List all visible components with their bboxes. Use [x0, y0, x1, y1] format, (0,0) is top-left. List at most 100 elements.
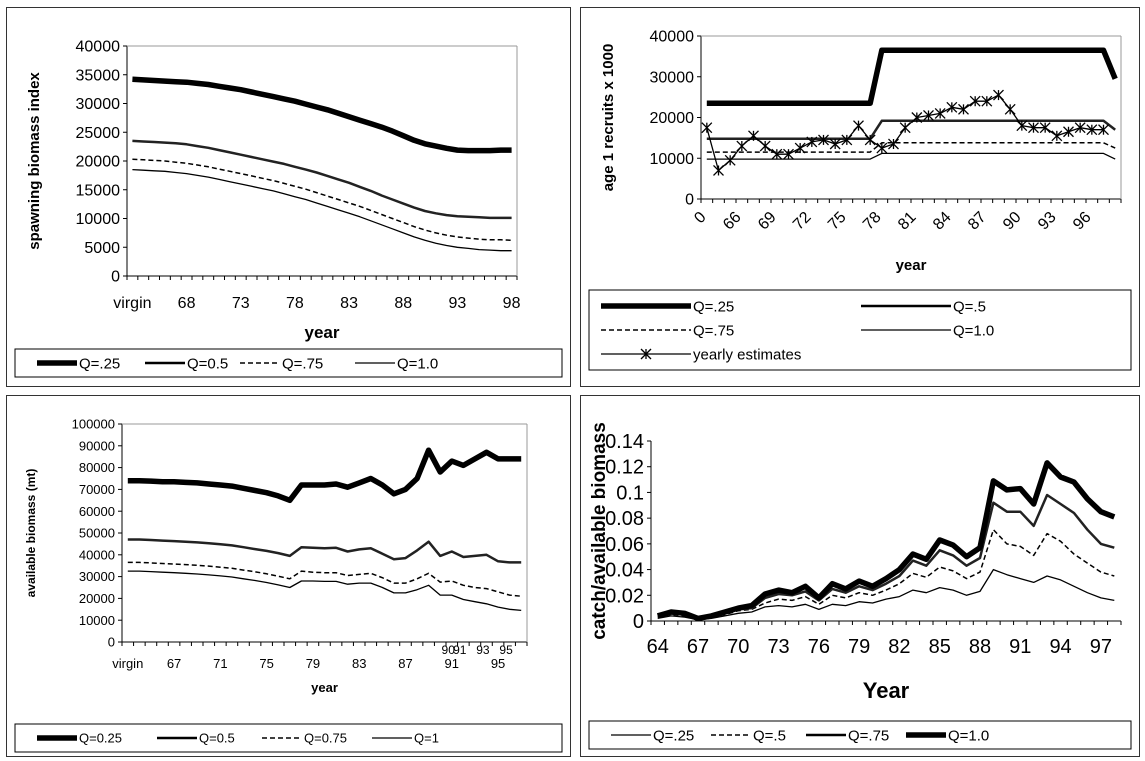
x-tick-label-secondary: 90 [442, 643, 456, 657]
y-tick-label: 60000 [79, 504, 115, 519]
y-tick-label: 35000 [76, 67, 121, 84]
x-tick-label: 75 [259, 656, 273, 671]
series-line-1 [132, 76, 512, 154]
x-tick-label: 91 [1009, 636, 1031, 658]
y-axis-label: spawning biomass index [26, 72, 43, 250]
data-point-star [701, 122, 713, 134]
chart-panel-spawning-biomass: 0 5000 10000 15000 20000 25000 30000 35000 40000… [6, 7, 571, 387]
x-tick-label: 88 [394, 295, 412, 312]
y-tick-label: 70000 [79, 482, 115, 497]
x-axis-label: year [896, 257, 927, 274]
data-point-star [1086, 124, 1098, 136]
legend-label: Q=0.75 [304, 731, 347, 746]
x-tick-label: 68 [178, 295, 196, 312]
legend-label: Q=.5 [953, 298, 986, 315]
legend-label: Q=.25 [693, 298, 734, 315]
y-tick-label: 20000 [79, 591, 115, 606]
y-tick-label: 5000 [84, 240, 120, 257]
y-tick-label: 0.08 [605, 508, 644, 530]
data-point-star [946, 101, 958, 113]
y-tick-label: 0.1 [616, 482, 644, 504]
y-tick-label: 40000 [650, 29, 695, 46]
x-tick-label: 70 [727, 636, 749, 658]
data-point-star [841, 134, 853, 146]
data-point-star [899, 122, 911, 134]
series-line-2 [657, 528, 1115, 621]
x-tick-label: 72 [790, 209, 815, 234]
x-tick-label: 0 [691, 209, 709, 227]
data-point-star [736, 140, 748, 152]
x-tick-label: 64 [647, 636, 669, 658]
data-point-star [853, 120, 864, 132]
series-line-4 [656, 460, 1116, 622]
y-tick-label: 0 [685, 192, 694, 209]
data-point-star [713, 165, 724, 176]
data-point-star [806, 136, 818, 148]
legend-label: Q=1 [414, 731, 439, 746]
data-point-star [818, 134, 829, 146]
y-axis-label: available biomass (mt) [24, 469, 38, 598]
data-point-star [829, 138, 841, 150]
legend-label: Q=1.0 [953, 322, 994, 339]
x-axis-label: year [305, 323, 340, 342]
x-tick-label: 87 [398, 656, 412, 671]
legend-label: Q=.75 [282, 355, 323, 372]
series-line-3 [127, 561, 522, 597]
x-tick-label: virgin [112, 656, 143, 671]
chart-panel-catch-ratio: 0 0.02 0.04 0.06 0.08 0.1 0.12 0.14 64 67 70 73 76 79… [580, 395, 1140, 757]
x-tick-label: 95 [491, 656, 505, 671]
x-tick-label: 73 [232, 295, 250, 312]
legend-label: Q=1.0 [948, 727, 989, 744]
x-tick-label: 87 [965, 209, 990, 234]
x-tick-label: 98 [503, 295, 521, 312]
y-tick-label: 0.04 [605, 560, 644, 582]
legend-box [14, 348, 563, 378]
y-axis-label: catch/available biomass [589, 422, 610, 640]
series-line-3 [657, 493, 1115, 620]
x-tick-label: 96 [1070, 209, 1095, 234]
data-point-star [1004, 103, 1016, 115]
x-tick-label-secondary: 91 [453, 643, 467, 657]
x-tick-label: 78 [860, 209, 885, 234]
chart-panel-age1-recruits: 0 10000 20000 30000 40000 0 66 69 72 75 78 81 84 87 90… [580, 7, 1140, 387]
data-point-star [783, 148, 794, 160]
y-tick-label: 30000 [79, 569, 115, 584]
series-line-3 [132, 158, 512, 242]
y-tick-label: 100000 [72, 417, 115, 432]
y-tick-label: 30000 [76, 96, 121, 113]
legend-label: Q=0.5 [187, 355, 228, 372]
legend-label: yearly estimates [693, 346, 801, 363]
data-point-star [969, 95, 981, 107]
y-tick-label: 20000 [76, 154, 121, 171]
y-tick-label: 0.06 [605, 534, 644, 556]
data-point-star [1016, 120, 1028, 132]
x-tick-label: 67 [167, 656, 181, 671]
data-point-star [923, 110, 934, 121]
x-tick-label: 88 [969, 636, 991, 658]
series-line-4 [706, 152, 1116, 160]
x-tick-label: 94 [1049, 636, 1071, 658]
legend-label: Q=.25 [79, 355, 120, 372]
y-tick-label: 15000 [76, 182, 121, 199]
x-tick-label-secondary: 93 [476, 643, 490, 657]
x-tick-label-secondary: 95 [499, 643, 513, 657]
x-tick-label: virgin [113, 295, 151, 312]
series-line-2 [127, 538, 522, 564]
x-tick-label: 79 [848, 636, 870, 658]
chart-svg: 0 0.02 0.04 0.06 0.08 0.1 0.12 0.14 64 67 70 73 76 79… [588, 422, 1132, 750]
legend-box [588, 289, 1132, 371]
legend-box [588, 720, 1132, 750]
x-tick-label: 93 [449, 295, 467, 312]
x-axis-label: year [311, 680, 338, 695]
x-tick-label: 75 [825, 209, 850, 234]
x-tick-label: 71 [213, 656, 227, 671]
y-tick-label: 30000 [650, 69, 695, 86]
data-point-star [1051, 130, 1063, 142]
x-tick-label: 84 [930, 209, 955, 234]
y-tick-label: 0.12 [605, 457, 644, 479]
y-tick-label: 80000 [79, 460, 115, 475]
y-tick-label: 0 [108, 635, 115, 650]
data-point-star [1063, 126, 1074, 138]
chart-svg: 0 10000 20000 30000 40000 0 66 69 72 75 78 81 84 87 90… [588, 29, 1132, 371]
y-tick-label: 40000 [79, 547, 115, 562]
